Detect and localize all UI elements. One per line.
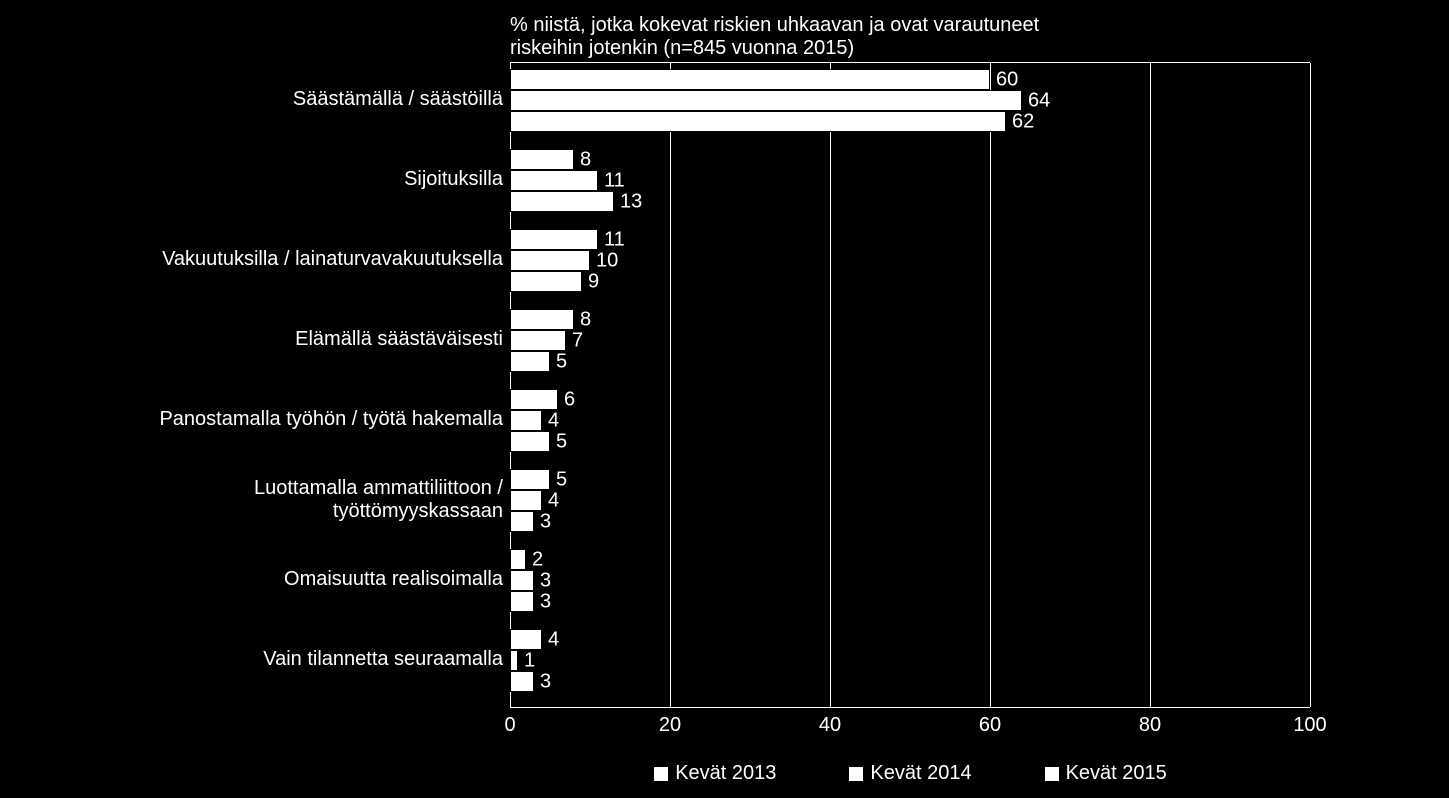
bar <box>510 250 590 271</box>
x-tick-label: 80 <box>1139 714 1161 737</box>
bar-value-label: 64 <box>1028 89 1050 112</box>
bar-value-label: 1 <box>524 649 535 672</box>
bar-value-label: 6 <box>564 388 575 411</box>
bar <box>510 271 582 292</box>
legend-label: Kevät 2015 <box>1066 762 1167 785</box>
category-label: Luottamalla ammattiliittoon / työttömyys… <box>23 477 503 523</box>
bar-value-label: 2 <box>532 548 543 571</box>
bar-value-label: 11 <box>604 228 625 251</box>
bar-value-label: 4 <box>548 409 559 432</box>
bar-value-label: 7 <box>572 329 583 352</box>
chart-title: % niistä, jotka kokevat riskien uhkaavan… <box>510 14 1039 60</box>
bar-value-label: 5 <box>556 468 567 491</box>
bar-value-label: 62 <box>1012 110 1034 133</box>
bar <box>510 170 598 191</box>
bar <box>510 511 534 532</box>
bar-value-label: 9 <box>588 270 599 293</box>
bar-value-label: 11 <box>604 169 625 192</box>
category-label: Omaisuutta realisoimalla <box>23 568 503 591</box>
bar <box>510 330 566 351</box>
bar-value-label: 60 <box>996 68 1018 91</box>
bar-value-label: 5 <box>556 430 567 453</box>
gridline <box>1310 63 1311 707</box>
bar <box>510 629 542 650</box>
bar <box>510 111 1006 132</box>
bar <box>510 410 542 431</box>
bar <box>510 351 550 372</box>
legend-swatch <box>1044 766 1060 782</box>
legend-item: Kevät 2013 <box>653 762 776 785</box>
bar-value-label: 8 <box>580 308 591 331</box>
legend-label: Kevät 2014 <box>870 762 971 785</box>
x-tick-label: 0 <box>504 714 515 737</box>
gridline <box>830 63 831 707</box>
bar-value-label: 3 <box>540 510 551 533</box>
bar-value-label: 3 <box>540 670 551 693</box>
plot-area: 6064628111311109875645543233413 <box>510 62 1310 708</box>
x-tick-label: 20 <box>659 714 681 737</box>
category-label: Panostamalla työhön / työtä hakemalla <box>23 408 503 431</box>
bar-value-label: 10 <box>596 249 618 272</box>
legend-item: Kevät 2015 <box>1044 762 1167 785</box>
category-label: Elämällä säästäväisesti <box>23 328 503 351</box>
bar <box>510 671 534 692</box>
category-label: Vakuutuksilla / lainaturvavakuutuksella <box>23 248 503 271</box>
bar-value-label: 4 <box>548 489 559 512</box>
category-label: Sijoituksilla <box>23 168 503 191</box>
bar-value-label: 13 <box>620 190 642 213</box>
bar-value-label: 5 <box>556 350 567 373</box>
bar <box>510 191 614 212</box>
x-tick-label: 60 <box>979 714 1001 737</box>
legend-label: Kevät 2013 <box>675 762 776 785</box>
bar <box>510 309 574 330</box>
gridline <box>670 63 671 707</box>
gridline <box>990 63 991 707</box>
bar <box>510 591 534 612</box>
bar <box>510 570 534 591</box>
legend-item: Kevät 2014 <box>848 762 971 785</box>
bar <box>510 229 598 250</box>
bar-value-label: 3 <box>540 590 551 613</box>
bar-value-label: 3 <box>540 569 551 592</box>
category-label: Vain tilannetta seuraamalla <box>23 648 503 671</box>
bar <box>510 90 1022 111</box>
bar-value-label: 8 <box>580 148 591 171</box>
bar <box>510 650 518 671</box>
bar <box>510 431 550 452</box>
bar <box>510 549 526 570</box>
bar-value-label: 4 <box>548 628 559 651</box>
x-tick-label: 100 <box>1293 714 1326 737</box>
chart-container: % niistä, jotka kokevat riskien uhkaavan… <box>0 0 1449 798</box>
bar <box>510 469 550 490</box>
bar <box>510 69 990 90</box>
legend-swatch <box>653 766 669 782</box>
gridline <box>1150 63 1151 707</box>
legend-swatch <box>848 766 864 782</box>
legend: Kevät 2013 Kevät 2014 Kevät 2015 <box>510 762 1310 788</box>
bar <box>510 490 542 511</box>
bar <box>510 389 558 410</box>
category-label: Säästämällä / säästöillä <box>23 88 503 111</box>
x-tick-label: 40 <box>819 714 841 737</box>
bar <box>510 149 574 170</box>
